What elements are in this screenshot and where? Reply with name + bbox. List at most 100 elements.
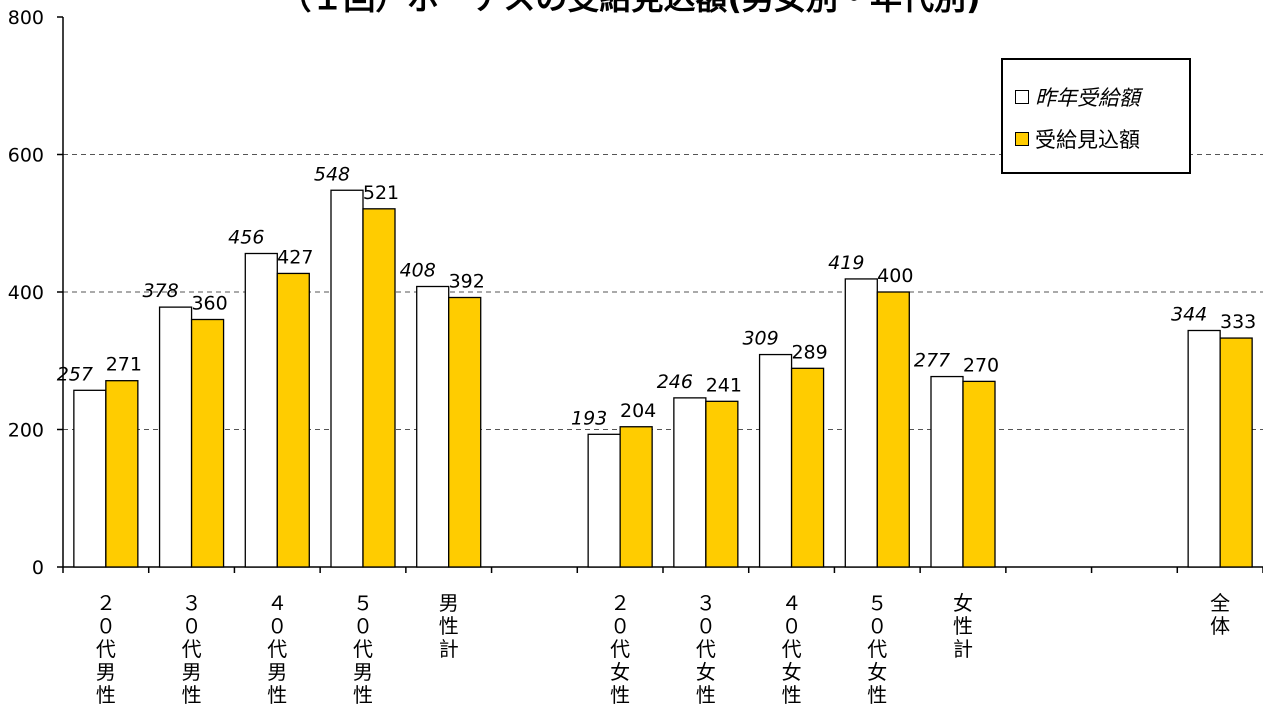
bar-expected bbox=[962, 380, 996, 568]
x-category-label: 女 bbox=[953, 591, 973, 615]
bar-last-year bbox=[330, 189, 364, 568]
x-category-label: ５ bbox=[867, 591, 887, 615]
x-category-label: 代 bbox=[610, 637, 630, 661]
x-category-label: 男 bbox=[353, 660, 373, 684]
x-category-label: ０ bbox=[267, 614, 287, 638]
data-label-expected: 204 bbox=[620, 400, 656, 422]
bar-expected bbox=[619, 426, 653, 568]
bar-last-year bbox=[930, 375, 964, 568]
bar-expected bbox=[1219, 337, 1253, 568]
x-category-label: 性 bbox=[696, 683, 716, 707]
bar-expected bbox=[276, 272, 310, 568]
data-label-last-year: 193 bbox=[571, 407, 607, 429]
data-label-expected: 270 bbox=[963, 354, 999, 376]
x-category-label: 性 bbox=[353, 683, 373, 707]
y-tick-label: 0 bbox=[32, 557, 44, 579]
data-label-expected: 271 bbox=[106, 354, 142, 376]
data-label-last-year: 309 bbox=[742, 328, 778, 350]
x-category-label: 性 bbox=[867, 683, 887, 707]
x-category-label: 男 bbox=[439, 591, 459, 615]
legend-swatch-expected bbox=[1015, 132, 1029, 146]
data-label-expected: 392 bbox=[449, 271, 485, 293]
x-category-label: 代 bbox=[696, 637, 716, 661]
x-category-label: 男 bbox=[267, 660, 287, 684]
legend-label-expected: 受給見込額 bbox=[1035, 128, 1140, 152]
x-category-label: 男 bbox=[182, 660, 202, 684]
bar-last-year bbox=[758, 353, 793, 568]
data-label-expected: 289 bbox=[791, 341, 827, 363]
x-category-label: ０ bbox=[867, 614, 887, 638]
x-category-label: 女 bbox=[782, 660, 802, 684]
legend: 昨年受給額 受給見込額 bbox=[1001, 58, 1191, 174]
x-category-label: ２ bbox=[96, 591, 116, 615]
x-category-label: ２ bbox=[610, 591, 630, 615]
x-category-label: ４ bbox=[267, 591, 287, 615]
x-category-label: ０ bbox=[782, 614, 802, 638]
bar-expected bbox=[362, 208, 396, 568]
data-label-expected: 360 bbox=[191, 293, 227, 315]
x-category-label: 代 bbox=[782, 637, 802, 661]
x-category-label: 男 bbox=[96, 660, 116, 684]
x-category-label: 計 bbox=[439, 637, 459, 661]
bar-last-year bbox=[416, 285, 450, 568]
data-label-last-year: 246 bbox=[657, 371, 693, 393]
data-label-expected: 521 bbox=[363, 182, 399, 204]
bar-expected bbox=[705, 400, 739, 568]
y-tick-label: 600 bbox=[8, 145, 44, 167]
x-category-label: 女 bbox=[696, 660, 716, 684]
bar-expected bbox=[876, 291, 910, 568]
bar-expected bbox=[448, 296, 482, 568]
bar-last-year bbox=[844, 278, 878, 568]
data-label-last-year: 456 bbox=[228, 227, 264, 249]
x-category-label: ０ bbox=[353, 614, 373, 638]
bar-last-year bbox=[244, 252, 278, 568]
bar-last-year bbox=[158, 306, 193, 568]
x-category-label: 性 bbox=[267, 683, 287, 707]
bar-last-year bbox=[73, 389, 107, 568]
x-category-label: 性 bbox=[439, 614, 459, 638]
data-label-expected: 241 bbox=[706, 374, 742, 396]
y-tick-label: 800 bbox=[8, 7, 44, 29]
bar-last-year bbox=[587, 433, 621, 568]
data-label-last-year: 378 bbox=[142, 280, 178, 302]
data-label-last-year: 548 bbox=[314, 163, 350, 185]
x-category-label: ４ bbox=[782, 591, 802, 615]
bar-expected bbox=[790, 367, 825, 568]
x-category-label: 全 bbox=[1210, 591, 1230, 615]
x-category-label: ０ bbox=[182, 614, 202, 638]
x-category-label: 代 bbox=[267, 637, 287, 661]
x-category-label: 女 bbox=[610, 660, 630, 684]
x-category-label: 性 bbox=[953, 614, 973, 638]
data-label-expected: 333 bbox=[1220, 311, 1256, 333]
y-tick-label: 400 bbox=[8, 282, 44, 304]
legend-item-last-year: 昨年受給額 bbox=[1015, 80, 1140, 114]
x-category-label: 代 bbox=[353, 637, 373, 661]
x-category-label: 計 bbox=[953, 637, 973, 661]
x-category-label: ３ bbox=[696, 591, 716, 615]
data-label-expected: 400 bbox=[877, 265, 913, 287]
legend-swatch-last-year bbox=[1015, 90, 1029, 104]
x-category-label: ５ bbox=[353, 591, 373, 615]
x-category-label: ３ bbox=[182, 591, 202, 615]
x-category-label: 代 bbox=[867, 637, 887, 661]
bar-last-year bbox=[1187, 329, 1221, 568]
chart-title: （１回）ボーナスの受給見込額(男女別・年代別) bbox=[180, 0, 1080, 19]
data-label-last-year: 408 bbox=[400, 260, 436, 282]
x-category-label: 性 bbox=[182, 683, 202, 707]
x-category-label: 代 bbox=[182, 637, 202, 661]
x-category-label: 体 bbox=[1210, 614, 1230, 638]
legend-item-expected: 受給見込額 bbox=[1015, 122, 1140, 156]
x-category-label: 性 bbox=[782, 683, 802, 707]
x-category-label: 代 bbox=[96, 637, 116, 661]
x-category-label: ０ bbox=[696, 614, 716, 638]
legend-label-last-year: 昨年受給額 bbox=[1035, 86, 1140, 110]
bar-expected bbox=[105, 380, 139, 568]
data-label-last-year: 344 bbox=[1171, 304, 1207, 326]
data-label-expected: 427 bbox=[277, 246, 313, 268]
x-category-label: 性 bbox=[96, 683, 116, 707]
data-label-last-year: 277 bbox=[914, 350, 950, 372]
data-label-last-year: 419 bbox=[828, 252, 864, 274]
bar-last-year bbox=[673, 397, 707, 568]
x-category-label: ０ bbox=[96, 614, 116, 638]
